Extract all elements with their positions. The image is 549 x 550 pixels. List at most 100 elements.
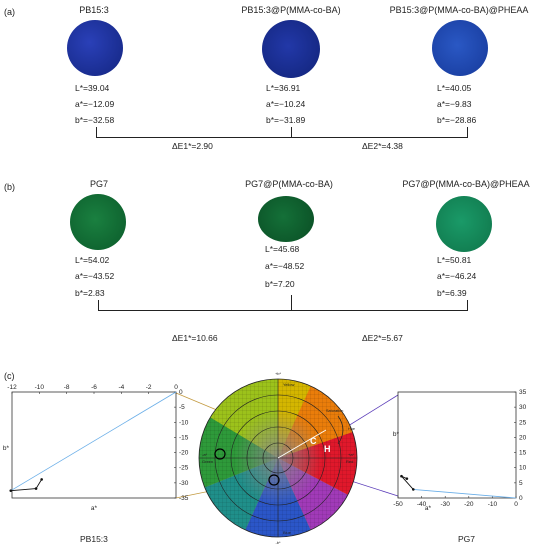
sample-b2-a: a*=−48.52 [265, 261, 305, 271]
y-tick-label: -30 [179, 480, 189, 487]
left-plot-guide [10, 391, 177, 492]
x-tick-label: -2 [146, 384, 152, 391]
bracket-b2-right [467, 300, 468, 310]
y-tick-label: 0 [179, 389, 183, 396]
data-point [411, 488, 415, 491]
y-tick-label: 10 [519, 465, 527, 472]
y-tick-label: 5 [519, 480, 523, 487]
sample-b3-a: a*=−46.24 [437, 271, 477, 281]
sample-a2-b: b*=−31.89 [266, 115, 306, 125]
data-point [9, 489, 13, 492]
bracket-a2-right [467, 127, 468, 137]
data-point [34, 487, 38, 490]
sample-a2-L: L*=36.91 [266, 83, 301, 93]
left-plot: -12 -10 -8 -6 -4 -2 0 0-5-10-15-20-25-30-35 a*… [3, 384, 189, 512]
bracket-b1-left [98, 300, 99, 310]
x-tick-label: -10 [488, 501, 498, 508]
sample-a1-b: b*=−32.58 [75, 115, 115, 125]
sample-b1-b: b*=2.83 [75, 288, 105, 298]
y-tick-label: -20 [179, 450, 189, 457]
sample-b3-L: L*=50.81 [437, 255, 472, 265]
marker-blue [268, 474, 280, 486]
left-plot-ylabel: b* [3, 445, 10, 452]
sample-b1-plate [70, 194, 126, 250]
x-tick-label: -30 [440, 501, 450, 508]
sample-a3-L: L*=40.05 [437, 83, 472, 93]
delta-a1: ΔE1*=2.90 [172, 141, 213, 151]
cielab-color-wheel: C H Saturation Hue +b* Yellow -a* Green … [198, 371, 358, 545]
sample-a3-plate [432, 20, 488, 76]
panel-a-label: (a) [4, 7, 15, 17]
sample-b2-L: L*=45.68 [265, 244, 300, 254]
delta-b1: ΔE1*=10.66 [172, 333, 218, 343]
right-plot-frame [397, 391, 517, 499]
panel-b-label: (b) [4, 182, 15, 192]
right-plot-guide [413, 489, 517, 499]
wheel-hue: Hue [348, 427, 355, 431]
sample-a3-b: b*=−28.86 [437, 115, 477, 125]
wheel-yellow-label: Yellow [283, 382, 295, 387]
marker-green [214, 448, 226, 460]
wheel-right-label: +a* [348, 452, 355, 457]
panel-c-label: (c) [4, 371, 15, 381]
sample-a1-L: L*=39.04 [75, 83, 110, 93]
sample-a2-name: PB15:3@P(MMA-co-BA) [241, 5, 341, 15]
sample-b3-plate [436, 196, 492, 252]
wheel-c-label: C [310, 436, 317, 446]
bracket-b1-base [98, 310, 291, 311]
x-tick-label: 0 [514, 501, 518, 508]
wheel-red-label: Red [346, 459, 353, 464]
wheel-h-label: H [324, 444, 331, 454]
data-point [405, 477, 409, 480]
y-tick-label: 15 [519, 450, 527, 457]
bracket-b-mid [291, 295, 292, 310]
sample-b3-b: b*=6.39 [437, 288, 467, 298]
sample-b1-a: a*=−43.52 [75, 271, 115, 281]
sample-b1-name: PG7 [89, 179, 109, 189]
sample-a3-name: PB15:3@P(MMA-co-BA)@PHEAA [389, 5, 529, 15]
x-tick-label: -20 [464, 501, 474, 508]
sample-b2-name: PG7@P(MMA-co-BA) [245, 179, 333, 189]
x-tick-label: -10 [35, 384, 45, 391]
bracket-a1-base [96, 137, 291, 138]
y-tick-label: 0 [519, 495, 523, 502]
data-point [40, 478, 43, 481]
right-plot-caption: PG7 [458, 534, 476, 544]
data-point [400, 474, 403, 478]
bracket-a-mid [291, 127, 292, 137]
x-tick-label: -50 [393, 501, 403, 508]
bracket-a1-left [96, 127, 97, 137]
sample-b3-name: PG7@P(MMA-co-BA)@PHEAA [402, 179, 530, 189]
left-plot-caption: PB15:3 [80, 534, 108, 544]
y-tick-label: -10 [179, 419, 189, 426]
y-tick-label: -25 [179, 465, 189, 472]
sample-b1-L: L*=54.02 [75, 255, 110, 265]
x-tick-label: -4 [118, 384, 124, 391]
y-tick-label: 30 [519, 404, 527, 411]
y-tick-label: -35 [179, 495, 189, 502]
right-plot-xlabel: a* [425, 505, 432, 512]
y-tick-label: -5 [179, 404, 185, 411]
y-tick-label: 25 [519, 419, 527, 426]
bracket-b2-base [291, 310, 468, 311]
y-tick-label: -15 [179, 434, 189, 441]
sample-a2-plate [262, 20, 320, 78]
right-plot-ylabel: b* [393, 431, 400, 438]
wheel-bottom-label: -b* [275, 540, 281, 545]
delta-b2: ΔE2*=5.67 [362, 333, 403, 343]
sample-a2-a: a*=−10.24 [266, 99, 306, 109]
wheel-left-label: -a* [202, 452, 208, 457]
wheel-green-label: Green [202, 459, 213, 464]
right-plot: -50 -40 -30 -20 -10 0 35 30 25 20 15 10 5 0 a* b* [393, 389, 527, 512]
x-tick-label: 0 [174, 384, 178, 391]
sample-a1-name: PB15:3 [79, 5, 109, 15]
wheel-top-label: +b* [275, 371, 282, 376]
sample-a1-a: a*=−12.09 [75, 99, 115, 109]
x-tick-label: -6 [91, 384, 97, 391]
wheel-saturation: Saturation [326, 409, 343, 413]
sample-b2-b: b*=7.20 [265, 279, 295, 289]
left-plot-xlabel: a* [91, 505, 98, 512]
sample-b2-plate [258, 196, 314, 242]
x-tick-label: -8 [64, 384, 70, 391]
y-tick-label: 35 [519, 389, 527, 396]
